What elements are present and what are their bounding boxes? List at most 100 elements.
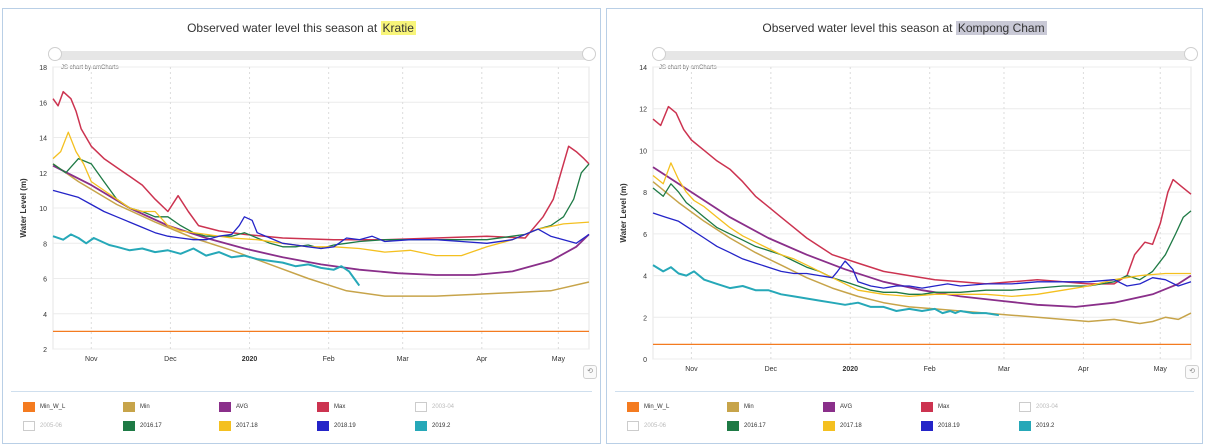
legend-swatch — [627, 421, 639, 431]
legend-item-avg[interactable]: AVG — [823, 402, 852, 412]
y-tick-label: 10 — [639, 148, 647, 155]
kratie-line-chart: 2 4 6 8 10 12 14 16 18 Nov Dec 2020 Feb Mar Apr May Wate… — [19, 65, 590, 363]
legend-swatch — [727, 421, 739, 431]
kompong-cham-chart-panel: Observed water level this season at Komp… — [606, 8, 1203, 444]
series-line-min — [52, 163, 590, 297]
series-line-2016-17 — [52, 157, 590, 250]
legend-swatch — [219, 402, 231, 412]
series-line-2017-18 — [652, 162, 1191, 298]
legend-swatch — [1019, 402, 1031, 412]
legend-label: 2018.19 — [334, 423, 356, 429]
series-line-avg — [52, 164, 590, 276]
series-line-2016-17 — [652, 183, 1192, 295]
legend-swatch — [415, 402, 427, 412]
zoom-reset-icon[interactable]: ⟲ — [583, 365, 597, 379]
amcharts-credit[interactable]: JS chart by amCharts — [659, 65, 717, 71]
chart-title-text: Observed water level this season at — [762, 21, 956, 35]
legend-label: AVG — [840, 404, 853, 410]
legend-label: 2016.17 — [744, 423, 766, 429]
chart-scrollbar[interactable] — [657, 51, 1193, 60]
legend-item-2003-04[interactable]: 2003-04 — [415, 402, 454, 412]
scrollbar-left-grip[interactable] — [652, 47, 666, 61]
y-tick-label: 6 — [43, 277, 47, 284]
legend-item-2016-17[interactable]: 2016.17 — [123, 421, 162, 431]
y-tick-label: 0 — [643, 357, 647, 364]
series-line-max — [652, 105, 1192, 285]
legend-item-min[interactable]: Min — [123, 402, 150, 412]
scrollbar-left-grip[interactable] — [48, 47, 62, 61]
chart-title: Observed water level this season at Komp… — [607, 21, 1202, 35]
chart-title: Observed water level this season at Krat… — [3, 21, 600, 35]
legend-label: 2018.19 — [938, 423, 960, 429]
series-line-avg — [652, 166, 1192, 308]
legend-item-2017-18[interactable]: 2017.18 — [823, 421, 862, 431]
legend-item-2019-2[interactable]: 2019.2 — [415, 421, 450, 431]
legend-swatch — [317, 402, 329, 412]
zoom-reset-icon[interactable]: ⟲ — [1185, 365, 1199, 379]
x-tick-label: Apr — [1078, 366, 1090, 373]
legend-swatch — [317, 421, 329, 431]
legend-swatch — [823, 402, 835, 412]
legend-item-max[interactable]: Max — [317, 402, 345, 412]
x-tick-label: Mar — [998, 366, 1011, 373]
chart-scrollbar[interactable] — [53, 51, 591, 60]
legend-label: 2017.18 — [236, 423, 258, 429]
legend-item-2018-19[interactable]: 2018.19 — [921, 421, 960, 431]
legend-item-2003-04[interactable]: 2003-04 — [1019, 402, 1058, 412]
x-tick-label: Mar — [397, 356, 410, 363]
legend-label: 2016.17 — [140, 423, 162, 429]
legend-label: Min — [140, 404, 150, 410]
legend-label: AVG — [236, 404, 249, 410]
legend-swatch — [23, 421, 35, 431]
amcharts-credit[interactable]: JS chart by amCharts — [61, 65, 119, 71]
x-tick-label: Feb — [323, 356, 335, 363]
y-tick-label: 8 — [43, 241, 47, 248]
scrollbar-right-grip[interactable] — [1184, 47, 1198, 61]
x-tick-label: Nov — [85, 356, 98, 363]
x-tick-label: May — [1154, 366, 1168, 373]
station-name: Kompong Cham — [955, 21, 1047, 35]
scrollbar-right-grip[interactable] — [582, 47, 596, 61]
series-line-min — [652, 181, 1192, 325]
y-tick-label: 4 — [43, 312, 47, 319]
y-tick-label: 14 — [39, 136, 47, 143]
legend-item-min-w-l[interactable]: Min_W_L — [23, 402, 65, 412]
legend-item-2019-2[interactable]: 2019.2 — [1019, 421, 1054, 431]
series-line-2019-2 — [652, 264, 1000, 317]
legend-item-2016-17[interactable]: 2016.17 — [727, 421, 766, 431]
y-tick-label: 14 — [639, 65, 647, 72]
legend-swatch — [627, 402, 639, 412]
x-tick-label: Dec — [765, 366, 778, 373]
x-tick-label: Feb — [924, 366, 936, 373]
legend-item-avg[interactable]: AVG — [219, 402, 248, 412]
series-line-2017-18 — [52, 131, 590, 257]
y-axis-title: Water Level (m) — [19, 178, 28, 238]
x-tick-label: May — [552, 356, 566, 363]
legend-swatch — [823, 421, 835, 431]
chart-legend: Min_W_L Min AVG Max 2003-04 2005-06 2016.17 201… — [615, 391, 1194, 442]
legend-label: 2005-06 — [40, 423, 63, 429]
legend-item-2017-18[interactable]: 2017.18 — [219, 421, 258, 431]
legend-item-min-w-l[interactable]: Min_W_L — [627, 402, 669, 412]
plot-area — [652, 66, 1192, 360]
legend-label: 2017.18 — [840, 423, 862, 429]
legend-label: Max — [938, 404, 950, 410]
legend-label: 2003-04 — [432, 404, 455, 410]
legend-swatch — [415, 421, 427, 431]
legend-label: 2019.2 — [432, 423, 451, 429]
legend-label: 2019.2 — [1036, 423, 1055, 429]
legend-swatch — [921, 402, 933, 412]
legend-swatch — [23, 402, 35, 412]
x-tick-label: Apr — [476, 356, 488, 363]
legend-item-max[interactable]: Max — [921, 402, 949, 412]
legend-item-2005-06[interactable]: 2005-06 — [627, 421, 666, 431]
y-tick-label: 2 — [643, 315, 647, 322]
legend-item-2018-19[interactable]: 2018.19 — [317, 421, 356, 431]
legend-item-min[interactable]: Min — [727, 402, 754, 412]
legend-item-2005-06[interactable]: 2005-06 — [23, 421, 62, 431]
legend-label: Min_W_L — [40, 404, 66, 410]
y-tick-label: 4 — [643, 274, 647, 281]
legend-label: Min — [744, 404, 754, 410]
x-tick-label: Dec — [164, 356, 177, 363]
chart-title-text: Observed water level this season at — [187, 21, 381, 35]
